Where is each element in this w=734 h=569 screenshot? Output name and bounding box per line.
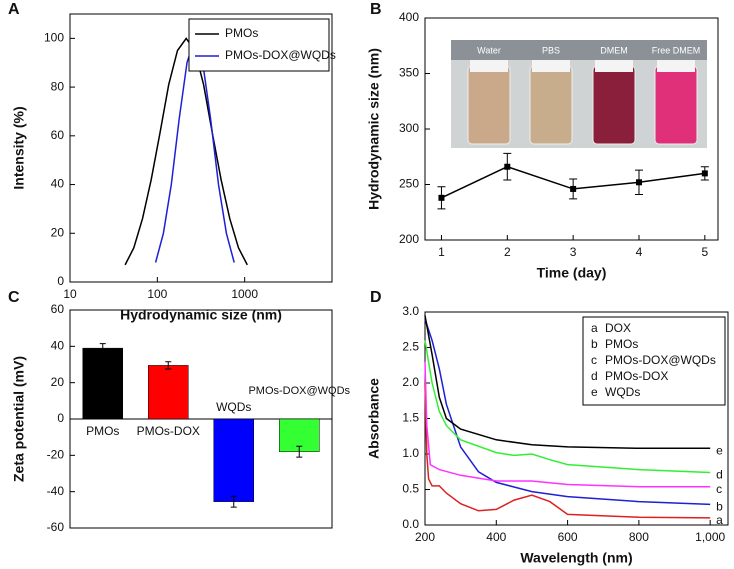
y-tick-label: 3.0 [402,304,419,318]
plot-frame [69,13,333,283]
data-line [124,37,248,266]
x-tick-label: 4 [636,245,643,259]
x-axis-label: Hydrodynamic size (nm) [120,307,282,323]
y-tick-label: 60 [51,302,65,316]
legend-label: PMOs [605,337,638,351]
data-point [635,179,642,186]
y-tick-label: 1.5 [402,411,419,425]
category-label: PMOs-DOX [137,424,200,438]
panel-label: C [8,289,20,306]
x-tick-label: 10 [63,287,77,301]
y-tick-label: 0.0 [402,517,419,531]
x-axis-label: Time (day) [537,265,607,281]
y-tick-label: 2.0 [402,375,419,389]
legend-box [188,18,330,72]
y-tick-label: 250 [399,177,419,191]
legend-tag: c [591,353,597,367]
panel-label: B [370,1,382,18]
y-axis-label: Hydrodynamic size (nm) [366,48,382,210]
x-tick-label: 800 [629,530,649,544]
y-tick-label: -60 [47,520,65,534]
y-tick-label: 80 [51,79,65,93]
y-tick-label: 0.5 [402,482,419,496]
y-axis-label: Zeta potential (mV) [11,356,27,482]
inset-label: PBS [542,45,560,55]
y-tick-label: 1.0 [402,446,419,460]
error-bar [296,445,303,458]
data-line [424,318,711,506]
x-tick-label: 100 [147,287,167,301]
legend-tag: b [591,337,598,351]
series-tag: b [716,500,723,514]
category-label: PMOs-DOX@WQDs [248,385,350,397]
legend-label: WQDs [605,385,640,399]
data-point [570,185,577,192]
y-axis-label: Intensity (%) [11,106,27,189]
legend-label: PMOs-DOX@WQDs [605,353,716,367]
bar [82,347,123,420]
legend-box [582,316,726,406]
bar [213,418,254,502]
x-tick-label: 1000 [231,287,258,301]
inset-photo [451,40,707,148]
legend-tag: d [591,369,598,383]
bar [148,365,189,420]
panel-label: D [370,289,382,306]
series-tag: c [716,482,722,496]
x-tick-label: 400 [486,530,506,544]
legend-label: PMOs-DOX@WQDs [225,48,336,62]
legend-tag: e [591,385,598,399]
y-tick-label: 20 [51,375,65,389]
legend-label: PMOs-DOX [605,369,668,383]
y-axis-label: Absorbance [366,378,382,459]
x-tick-label: 2 [504,245,511,259]
data-point [438,194,445,201]
y-tick-label: 0 [57,274,64,288]
y-tick-label: 20 [51,225,65,239]
data-line [424,361,711,488]
y-tick-label: 2.5 [402,340,419,354]
y-tick-label: 350 [399,66,419,80]
data-line [424,382,711,519]
y-tick-label: 40 [51,177,65,191]
series-tag: a [716,513,723,527]
y-tick-label: 100 [44,31,64,45]
data-line [424,340,711,474]
y-tick-label: -20 [47,448,65,462]
y-tick-label: 400 [399,10,419,24]
legend-tag: a [591,321,598,335]
series-tag: d [716,468,723,482]
data-point [504,163,511,170]
data-line [424,315,711,450]
y-tick-label: 300 [399,121,419,135]
error-bar [165,361,172,370]
x-tick-label: 3 [570,245,577,259]
legend-label: DOX [605,321,631,335]
inset-label: Free DMEM [652,45,701,55]
y-tick-label: 60 [51,128,65,142]
series-tag: e [716,443,723,457]
x-tick-label: 1 [438,245,445,259]
x-tick-label: 600 [558,530,578,544]
y-tick-label: 40 [51,339,65,353]
y-tick-label: -40 [47,484,65,498]
category-label: PMOs [86,424,119,438]
legend-label: PMOs [225,26,258,40]
y-tick-label: 0 [57,411,64,425]
x-tick-label: 5 [701,245,708,259]
data-line [154,35,235,263]
x-tick-label: 1,000 [695,530,725,544]
data-point [701,170,708,177]
x-axis-label: Wavelength (nm) [520,550,632,566]
inset-label: Water [477,45,501,55]
inset-label: DMEM [600,45,628,55]
panel-label: A [8,1,20,18]
y-tick-label: 200 [399,232,419,246]
error-bar [99,343,106,354]
category-label: WQDs [216,400,251,414]
error-bar [230,495,237,508]
x-tick-label: 200 [415,530,435,544]
